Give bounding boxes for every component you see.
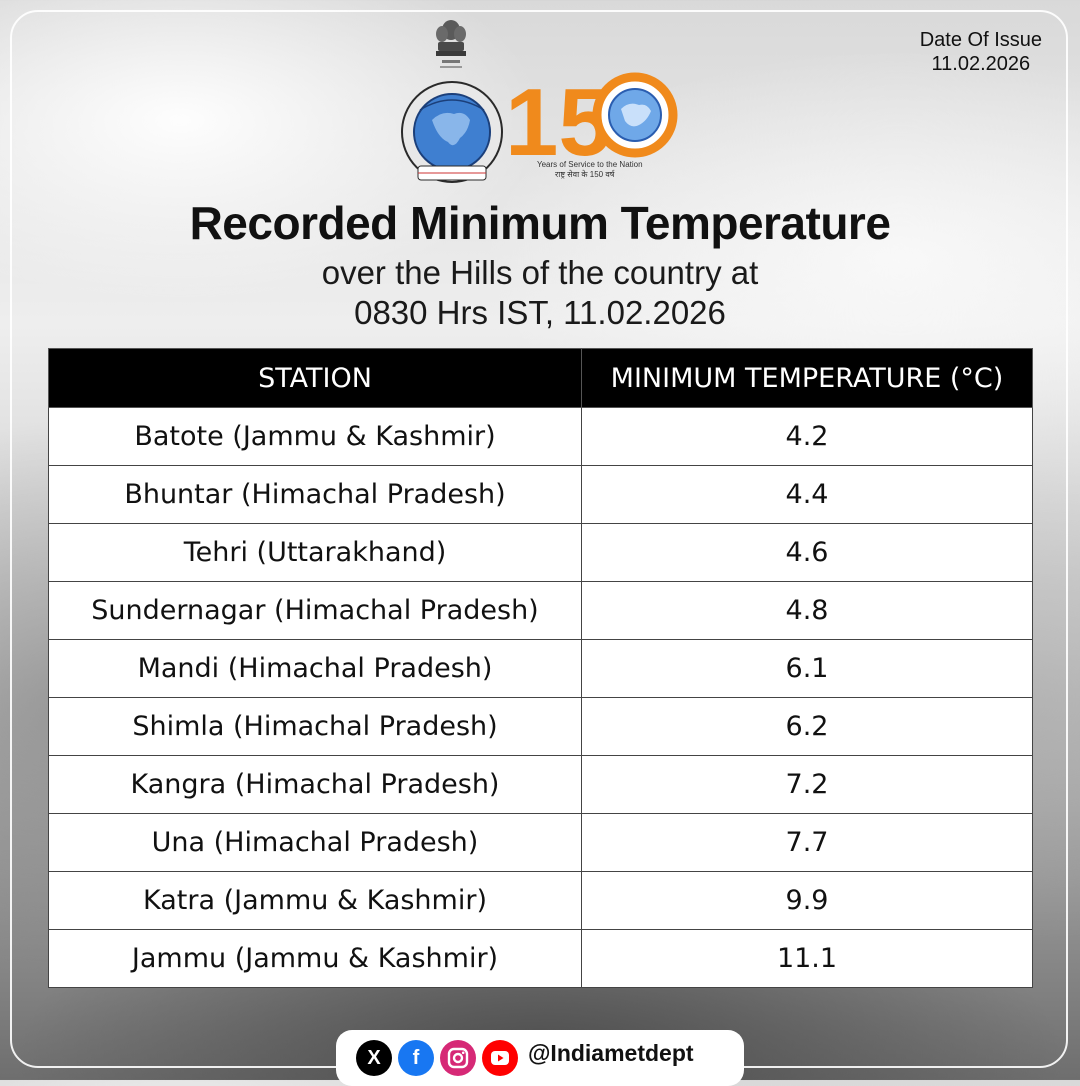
page-subtitle-line2: 0830 Hrs IST, 11.02.2026 [354, 294, 726, 331]
temperature-cell: 9.9 [581, 871, 1033, 930]
social-handle[interactable]: @Indiametdept [528, 1039, 694, 1066]
station-cell: Jammu (Jammu & Kashmir) [48, 929, 582, 988]
table-row: Shimla (Himachal Pradesh) 6.2 [48, 697, 1033, 756]
temperature-cell: 4.8 [581, 581, 1033, 640]
table-row: Jammu (Jammu & Kashmir) 11.1 [48, 929, 1033, 988]
station-cell: Katra (Jammu & Kashmir) [48, 871, 582, 930]
station-cell: Tehri (Uttarakhand) [48, 523, 582, 582]
table-row: Mandi (Himachal Pradesh) 6.1 [48, 639, 1033, 698]
column-header-temperature: MINIMUM TEMPERATURE (°C) [581, 348, 1033, 408]
page-subtitle-line1: over the Hills of the country at [321, 254, 759, 291]
imd-logo-icon [401, 81, 503, 183]
anniversary-tagline: Years of Service to the Nation राष्ट्र स… [537, 160, 643, 180]
temperature-cell: 4.2 [581, 407, 1033, 466]
temperature-cell: 7.2 [581, 755, 1033, 814]
temperature-cell: 11.1 [581, 929, 1033, 988]
station-cell: Mandi (Himachal Pradesh) [48, 639, 582, 698]
table-header-row: STATION MINIMUM TEMPERATURE (°C) [48, 348, 1033, 408]
page-title: Recorded Minimum Temperature [189, 197, 891, 249]
table-row: Kangra (Himachal Pradesh) 7.2 [48, 755, 1033, 814]
anniversary-150-logo-icon: 150 [505, 69, 678, 176]
station-cell: Shimla (Himachal Pradesh) [48, 697, 582, 756]
date-issue-value: 11.02.2026 [931, 53, 1031, 75]
table-row: Bhuntar (Himachal Pradesh) 4.4 [48, 465, 1033, 524]
temperature-cell: 4.4 [581, 465, 1033, 524]
anniv-tagline-en: Years of Service to the Nation [537, 160, 643, 169]
national-emblem-icon [436, 20, 466, 68]
x-icon[interactable]: X [356, 1040, 392, 1076]
station-cell: Sundernagar (Himachal Pradesh) [48, 581, 582, 640]
date-of-issue: Date Of Issue 11.02.2026 [920, 28, 1042, 76]
station-cell: Kangra (Himachal Pradesh) [48, 755, 582, 814]
temperature-cell: 4.6 [581, 523, 1033, 582]
table-row: Batote (Jammu & Kashmir) 4.2 [48, 407, 1033, 466]
temperature-cell: 6.1 [581, 639, 1033, 698]
station-cell: Una (Himachal Pradesh) [48, 813, 582, 872]
anniv-tagline-hi: राष्ट्र सेवा के 150 वर्ष [555, 170, 615, 179]
station-cell: Batote (Jammu & Kashmir) [48, 407, 582, 466]
date-issue-label: Date Of Issue [919, 29, 1042, 51]
temperature-table: STATION MINIMUM TEMPERATURE (°C) Batote … [48, 348, 1033, 988]
social-bar: X f @Indiametdept [336, 1030, 744, 1086]
instagram-icon[interactable] [440, 1040, 476, 1076]
column-header-station: STATION [48, 348, 582, 408]
table-row: Una (Himachal Pradesh) 7.7 [48, 813, 1033, 872]
station-cell: Bhuntar (Himachal Pradesh) [48, 465, 582, 524]
table-row: Sundernagar (Himachal Pradesh) 4.8 [48, 581, 1033, 640]
temperature-cell: 7.7 [581, 813, 1033, 872]
temperature-cell: 6.2 [581, 697, 1033, 756]
table-row: Tehri (Uttarakhand) 4.6 [48, 523, 1033, 582]
facebook-icon[interactable]: f [398, 1040, 434, 1076]
table-row: Katra (Jammu & Kashmir) 9.9 [48, 871, 1033, 930]
youtube-icon[interactable] [482, 1040, 518, 1076]
